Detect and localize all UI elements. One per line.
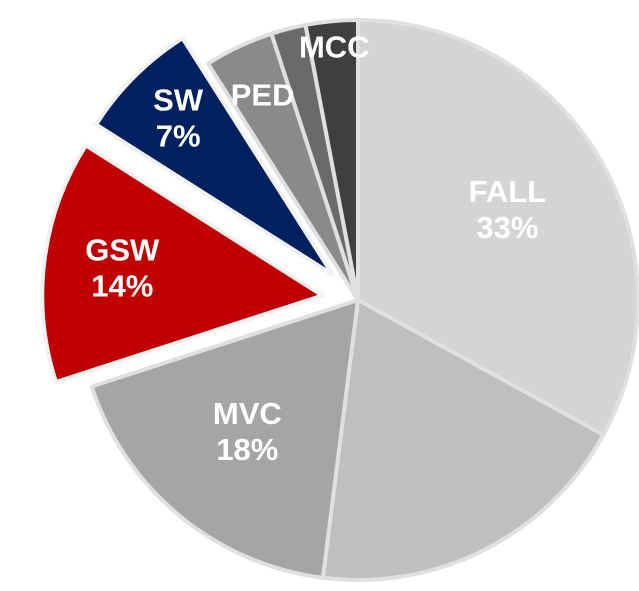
pie-slice bbox=[40, 143, 325, 385]
slice-label: SW bbox=[153, 82, 204, 117]
slice-label: MCC bbox=[299, 29, 370, 64]
slice-label: PED bbox=[231, 78, 295, 113]
pie-slice bbox=[356, 18, 639, 437]
slice-label: FALL bbox=[469, 174, 547, 209]
pie-slice bbox=[303, 18, 360, 302]
slice-value: 14% bbox=[91, 268, 153, 303]
slice-value: 18% bbox=[216, 432, 278, 467]
slice-value: 33% bbox=[476, 210, 538, 245]
pie-slice bbox=[320, 298, 606, 582]
slice-value: 7% bbox=[156, 118, 201, 153]
slice-label: MVC bbox=[213, 396, 282, 431]
pie-slice bbox=[94, 36, 335, 277]
slice-label: GSW bbox=[85, 232, 160, 267]
pie-slice bbox=[89, 298, 360, 580]
